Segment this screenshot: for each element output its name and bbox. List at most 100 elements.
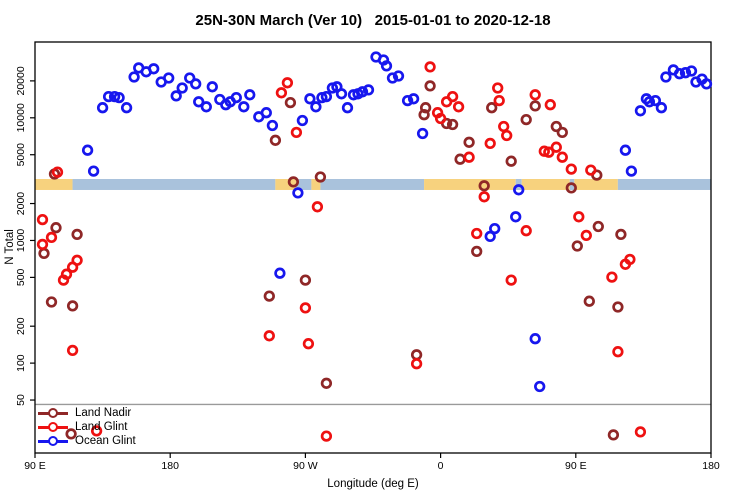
data-point-ocean-glint bbox=[274, 267, 286, 279]
data-point-ocean-glint bbox=[484, 230, 496, 243]
data-point-land-glint bbox=[36, 238, 49, 251]
band-segment-land bbox=[424, 179, 516, 190]
data-point-ocean-glint bbox=[489, 222, 501, 235]
legend-item-land-glint: Land Glint bbox=[38, 420, 136, 434]
data-point-land-glint bbox=[311, 201, 324, 213]
data-point-ocean-glint bbox=[148, 63, 160, 75]
data-point-ocean-glint bbox=[163, 72, 175, 84]
data-point-land-nadir bbox=[615, 228, 627, 241]
surface-type-band bbox=[35, 179, 711, 190]
data-point-ocean-glint bbox=[244, 89, 256, 101]
data-point-ocean-glint bbox=[362, 84, 375, 96]
data-point-land-glint bbox=[505, 274, 517, 286]
data-point-land-nadir bbox=[478, 180, 490, 192]
x-tick-label: 180 bbox=[702, 460, 720, 472]
data-point-ocean-glint bbox=[113, 91, 125, 104]
data-point-ocean-glint bbox=[649, 94, 662, 107]
data-point-land-nadir bbox=[284, 96, 297, 109]
data-point-land-nadir bbox=[571, 240, 583, 252]
data-point-land-nadir bbox=[446, 118, 459, 131]
data-point-land-glint bbox=[634, 426, 647, 438]
data-point-land-nadir bbox=[269, 134, 282, 146]
data-point-land-glint bbox=[440, 96, 453, 108]
data-point-land-glint bbox=[66, 344, 79, 357]
data-point-ocean-glint bbox=[625, 165, 638, 177]
y-tick-label: 100 bbox=[15, 354, 27, 372]
data-point-land-nadir bbox=[45, 296, 58, 308]
data-point-land-nadir bbox=[592, 220, 604, 233]
data-point-ocean-glint bbox=[407, 93, 420, 105]
data-point-ocean-glint bbox=[230, 91, 242, 104]
data-point-land-glint bbox=[281, 77, 294, 89]
data-point-land-glint bbox=[424, 61, 436, 73]
data-point-land-nadir bbox=[66, 300, 79, 312]
data-point-land-nadir bbox=[607, 429, 620, 441]
legend-label: Land Nadir bbox=[75, 407, 132, 419]
data-point-land-glint bbox=[606, 271, 618, 283]
data-point-ocean-glint bbox=[184, 72, 196, 84]
data-point-ocean-glint bbox=[170, 90, 182, 102]
data-point-ocean-glint bbox=[392, 70, 405, 82]
data-point-land-glint bbox=[302, 338, 315, 350]
data-point-land-glint bbox=[498, 120, 510, 133]
legend-marker-land-nadir bbox=[38, 407, 68, 419]
data-point-land-nadir bbox=[454, 153, 466, 165]
data-point-land-nadir bbox=[299, 274, 312, 286]
band-segment-land bbox=[35, 179, 73, 190]
data-point-land-glint bbox=[290, 126, 303, 139]
data-point-land-nadir bbox=[314, 171, 327, 183]
band-segment-ocean bbox=[296, 179, 312, 190]
data-point-ocean-glint bbox=[529, 333, 541, 345]
data-point-ocean-glint bbox=[266, 119, 279, 132]
data-point-land-glint bbox=[544, 99, 556, 111]
data-point-land-nadir bbox=[486, 102, 498, 114]
data-point-land-nadir bbox=[550, 120, 562, 133]
data-point-ocean-glint bbox=[685, 65, 698, 77]
legend-label: Ocean Glint bbox=[75, 435, 136, 447]
legend: Land Nadir Land Glint Ocean Glint bbox=[38, 406, 136, 448]
data-point-ocean-glint bbox=[679, 67, 692, 79]
data-point-land-glint bbox=[550, 141, 562, 153]
legend-item-land-nadir: Land Nadir bbox=[38, 406, 136, 420]
y-tick-label: 1000 bbox=[15, 229, 27, 253]
data-point-ocean-glint bbox=[660, 71, 672, 83]
band-segment-ocean bbox=[320, 179, 425, 190]
data-point-land-nadir bbox=[520, 113, 532, 126]
data-point-ocean-glint bbox=[320, 90, 333, 103]
data-point-ocean-glint bbox=[655, 102, 668, 114]
data-point-ocean-glint bbox=[416, 127, 429, 140]
y-axis-label: N Total bbox=[4, 229, 16, 265]
data-point-ocean-glint bbox=[190, 78, 202, 90]
y-tick-label: 10000 bbox=[15, 103, 27, 132]
data-points bbox=[36, 51, 713, 442]
data-point-ocean-glint bbox=[341, 102, 354, 114]
band-segment-land bbox=[275, 179, 297, 190]
data-point-land-glint bbox=[452, 101, 465, 113]
data-point-land-nadir bbox=[320, 377, 333, 389]
data-point-land-glint bbox=[543, 146, 555, 158]
plot-border bbox=[34, 41, 712, 454]
data-point-ocean-glint bbox=[296, 114, 309, 127]
axes: 90 E 180 90 W 0 90 E 180 50 100 200 500 1000 2000 50… bbox=[15, 41, 720, 472]
data-point-ocean-glint bbox=[200, 101, 212, 113]
data-point-ocean-glint bbox=[619, 144, 632, 156]
data-point-ocean-glint bbox=[193, 96, 205, 108]
data-point-land-nadir bbox=[556, 126, 568, 139]
data-point-land-glint bbox=[275, 87, 288, 99]
data-point-land-nadir bbox=[71, 228, 83, 241]
data-point-land-nadir bbox=[287, 176, 300, 188]
data-point-ocean-glint bbox=[176, 82, 188, 94]
data-point-land-glint bbox=[580, 229, 592, 242]
data-point-land-glint bbox=[529, 89, 541, 101]
data-point-land-glint bbox=[556, 151, 568, 163]
x-tick-label: 90 E bbox=[565, 460, 587, 472]
data-point-ocean-glint bbox=[102, 90, 115, 103]
data-point-land-nadir bbox=[424, 80, 436, 92]
x-tick-label: 180 bbox=[161, 460, 179, 472]
data-point-ocean-glint bbox=[238, 101, 250, 113]
data-point-land-glint bbox=[66, 261, 79, 273]
data-point-land-nadir bbox=[583, 295, 595, 307]
data-point-land-nadir bbox=[65, 428, 77, 440]
data-point-ocean-glint bbox=[386, 72, 399, 84]
